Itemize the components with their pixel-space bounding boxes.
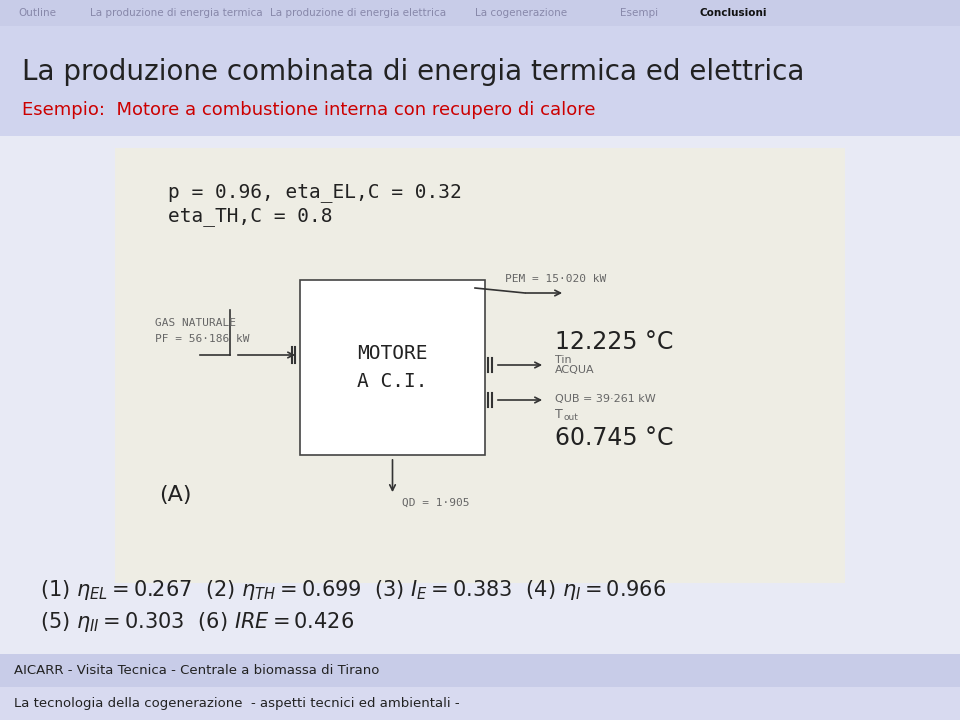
Text: La tecnologia della cogenerazione  - aspetti tecnici ed ambientali -: La tecnologia della cogenerazione - aspe… — [14, 697, 460, 710]
Text: out: out — [564, 413, 579, 421]
Text: Conclusioni: Conclusioni — [700, 8, 767, 18]
Text: La produzione di energia elettrica: La produzione di energia elettrica — [270, 8, 446, 18]
Text: AICARR - Visita Tecnica - Centrale a biomassa di Tirano: AICARR - Visita Tecnica - Centrale a bio… — [14, 664, 379, 677]
Bar — [0, 654, 960, 687]
Text: PEM = 15·020 kW: PEM = 15·020 kW — [505, 274, 607, 284]
Bar — [300, 280, 485, 455]
Text: Esempi: Esempi — [620, 8, 659, 18]
Bar — [115, 148, 845, 583]
Text: MOTORE
A C.I.: MOTORE A C.I. — [357, 344, 428, 391]
Text: $(1)\ \eta_{EL} = 0.267\ \ (2)\ \eta_{TH} = 0.699\ \ (3)\ I_E = 0.383\ \ (4)\ \e: $(1)\ \eta_{EL} = 0.267\ \ (2)\ \eta_{TH… — [40, 578, 666, 602]
Text: La cogenerazione: La cogenerazione — [475, 8, 567, 18]
Bar — [0, 0, 960, 26]
Text: Outline: Outline — [18, 8, 56, 18]
Text: p = 0.96, eta_EL,C = 0.32: p = 0.96, eta_EL,C = 0.32 — [168, 183, 462, 202]
Text: $(5)\ \eta_{II} = 0.303\ \ (6)\ IRE = 0.426$: $(5)\ \eta_{II} = 0.303\ \ (6)\ IRE = 0.… — [40, 610, 354, 634]
Bar — [0, 26, 960, 136]
Text: La produzione combinata di energia termica ed elettrica: La produzione combinata di energia termi… — [22, 58, 804, 86]
Text: Tin: Tin — [555, 355, 571, 365]
Text: 60.745 °C: 60.745 °C — [555, 426, 674, 450]
Text: 12.225 °C: 12.225 °C — [555, 330, 673, 354]
Bar — [0, 687, 960, 720]
Text: QD = 1·905: QD = 1·905 — [402, 498, 470, 508]
Text: T: T — [555, 408, 563, 420]
Text: eta_TH,C = 0.8: eta_TH,C = 0.8 — [168, 207, 332, 226]
Text: (A): (A) — [158, 485, 191, 505]
Text: ACQUA: ACQUA — [555, 365, 594, 375]
Text: La produzione di energia termica: La produzione di energia termica — [90, 8, 263, 18]
Text: QUB = 39·261 kW: QUB = 39·261 kW — [555, 394, 656, 404]
Text: PF = 56·186 kW: PF = 56·186 kW — [155, 334, 250, 344]
Bar — [0, 136, 960, 646]
Text: Esempio:  Motore a combustione interna con recupero di calore: Esempio: Motore a combustione interna co… — [22, 101, 595, 119]
Text: GAS NATURALE: GAS NATURALE — [155, 318, 236, 328]
